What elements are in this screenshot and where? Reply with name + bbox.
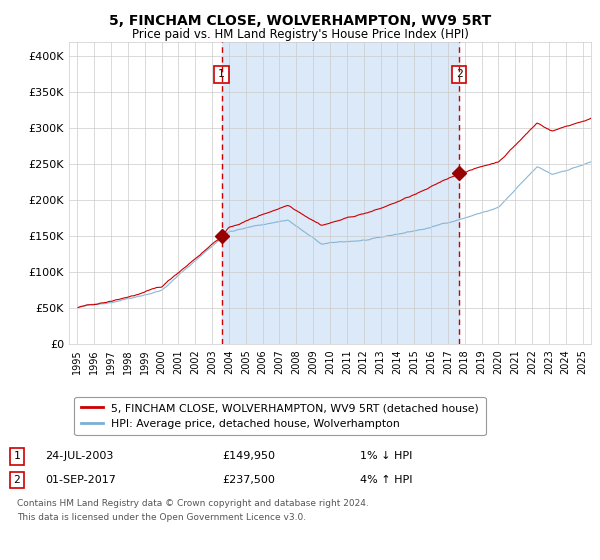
Text: 4% ↑ HPI: 4% ↑ HPI: [360, 475, 413, 485]
Text: £149,950: £149,950: [222, 451, 275, 461]
Text: 01-SEP-2017: 01-SEP-2017: [45, 475, 116, 485]
Text: Price paid vs. HM Land Registry's House Price Index (HPI): Price paid vs. HM Land Registry's House …: [131, 28, 469, 41]
Legend: 5, FINCHAM CLOSE, WOLVERHAMPTON, WV9 5RT (detached house), HPI: Average price, d: 5, FINCHAM CLOSE, WOLVERHAMPTON, WV9 5RT…: [74, 396, 485, 435]
Text: Contains HM Land Registry data © Crown copyright and database right 2024.: Contains HM Land Registry data © Crown c…: [17, 500, 368, 508]
Text: 2: 2: [13, 475, 20, 485]
Text: 24-JUL-2003: 24-JUL-2003: [45, 451, 113, 461]
Text: 1% ↓ HPI: 1% ↓ HPI: [360, 451, 412, 461]
Text: This data is licensed under the Open Government Licence v3.0.: This data is licensed under the Open Gov…: [17, 514, 306, 522]
Text: 1: 1: [218, 69, 225, 80]
Text: £237,500: £237,500: [222, 475, 275, 485]
Bar: [221, 42, 459, 344]
Text: 5, FINCHAM CLOSE, WOLVERHAMPTON, WV9 5RT: 5, FINCHAM CLOSE, WOLVERHAMPTON, WV9 5RT: [109, 14, 491, 28]
Text: 2: 2: [456, 69, 463, 80]
Text: 1: 1: [13, 451, 20, 461]
